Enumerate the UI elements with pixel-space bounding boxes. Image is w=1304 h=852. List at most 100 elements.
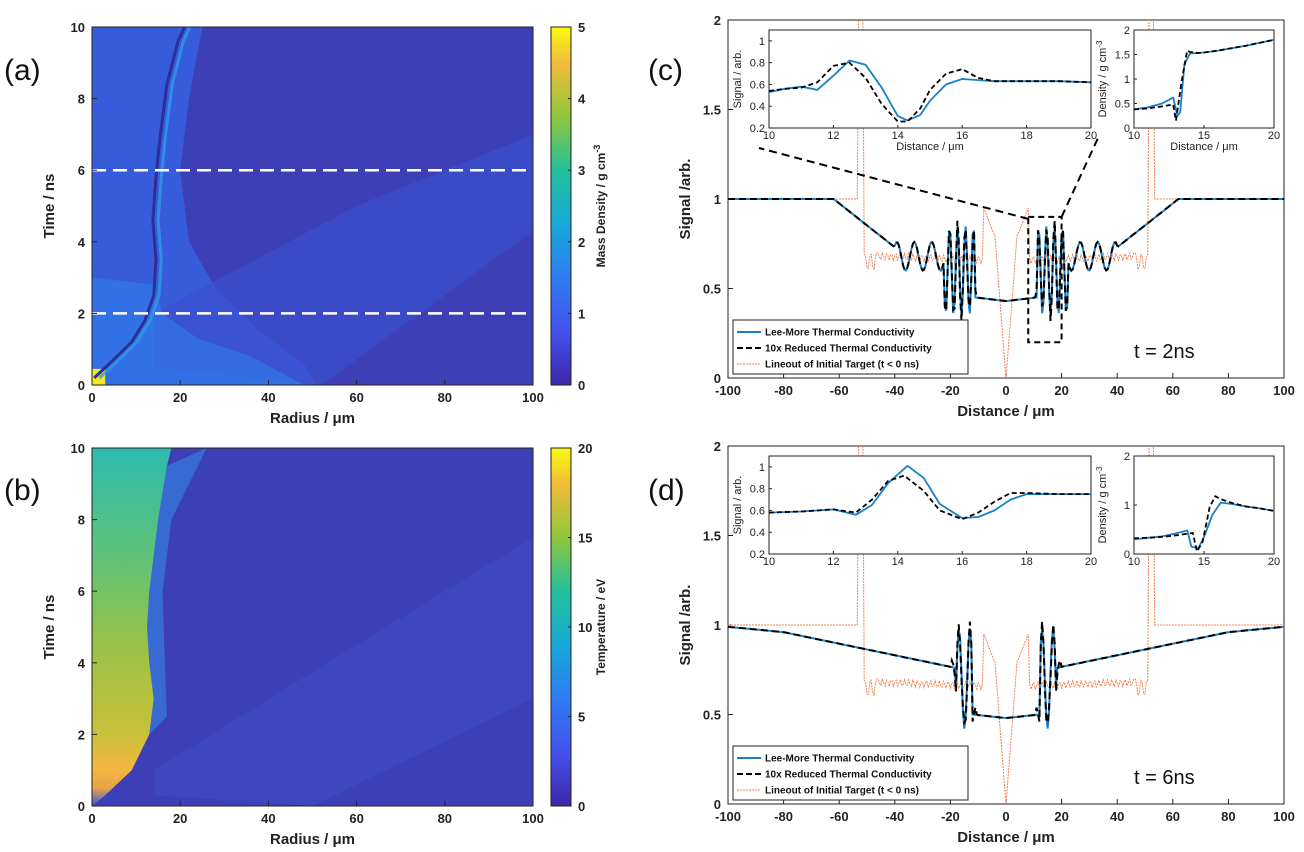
axes-frame bbox=[768, 455, 1092, 555]
y-tick-label: 0.8 bbox=[750, 58, 765, 70]
heatmap-a bbox=[92, 27, 533, 385]
y-tick-label: 1.5 bbox=[703, 103, 721, 118]
x-tick-label: 14 bbox=[892, 130, 904, 142]
y-tick-label: 0.2 bbox=[750, 549, 765, 561]
series-initial-target bbox=[728, 446, 1284, 804]
series-reduced bbox=[728, 621, 1284, 726]
y-axis-label: Signal /arb. bbox=[677, 159, 694, 240]
heatmap-shock-band bbox=[153, 134, 533, 385]
x-tick-label: -60 bbox=[830, 809, 849, 824]
y-tick-label: 0.5 bbox=[1115, 99, 1130, 111]
y-tick-label: 0.4 bbox=[750, 527, 765, 539]
x-tick-label: -40 bbox=[885, 383, 904, 398]
y-tick-label: 4 bbox=[78, 235, 86, 250]
x-tick-label: -40 bbox=[885, 809, 904, 824]
inset-signal: 10 12 14 16 18 20 0.2 0.4 0.6 0.8 1 Signal / arb. bbox=[732, 455, 1097, 568]
y-axis-label: Density / g cm-3 bbox=[1095, 40, 1109, 117]
y-tick-label: 1 bbox=[714, 192, 721, 207]
y-tick-label: 1 bbox=[759, 462, 765, 474]
x-tick-label: 20 bbox=[173, 390, 187, 405]
inset-series-lee-more bbox=[1134, 38, 1274, 117]
x-tick-label: 0 bbox=[1002, 383, 1009, 398]
x-tick-label: 10 bbox=[1128, 556, 1140, 568]
x-tick-label: 0 bbox=[88, 390, 95, 405]
y-tick-label: 6 bbox=[78, 584, 85, 599]
x-tick-label: 16 bbox=[956, 556, 968, 568]
y-tick-label: 0 bbox=[78, 378, 85, 393]
y-tick-label: 0.5 bbox=[703, 708, 721, 723]
x-tick-label: 0 bbox=[88, 811, 95, 826]
y-axis-label: Time / ns bbox=[41, 174, 58, 239]
x-tick-label: 100 bbox=[1273, 383, 1295, 398]
y-tick-label: 10 bbox=[71, 441, 85, 456]
heatmap-shell-front bbox=[93, 27, 186, 379]
x-tick-label: 20 bbox=[1268, 130, 1280, 142]
legend-label: Lineout of Initial Target (t < 0 ns) bbox=[765, 786, 919, 797]
time-annotation: t = 2ns bbox=[1134, 341, 1195, 363]
panel-label: (a) bbox=[4, 54, 41, 87]
y-tick-label: 0.6 bbox=[750, 505, 765, 517]
time-annotation: t = 6ns bbox=[1134, 767, 1195, 789]
x-tick-label: -60 bbox=[830, 383, 849, 398]
inset-density: 10 15 20 0 1 2 Density / g cm-3 bbox=[1095, 451, 1280, 568]
heatmap-thermal-halo bbox=[147, 448, 207, 735]
legend-box bbox=[732, 319, 969, 375]
x-tick-label: 20 bbox=[1054, 383, 1068, 398]
x-tick-label: -100 bbox=[715, 809, 741, 824]
colorbar-tick-label: 0 bbox=[578, 799, 585, 814]
x-axis-label: Distance / μm bbox=[1170, 141, 1237, 153]
colorbar-tick-label: 2 bbox=[578, 235, 585, 250]
inset-signal: 10 12 14 16 18 20 0.2 0.4 0.6 0.8 1 Distance / μm Si… bbox=[732, 29, 1097, 153]
x-tick-label: -20 bbox=[941, 809, 960, 824]
y-axis-label-sup: -3 bbox=[1095, 40, 1104, 48]
x-axis-label: Distance / μm bbox=[957, 403, 1055, 420]
zoom-connector bbox=[1060, 137, 1099, 218]
lines-c bbox=[728, 20, 1284, 378]
x-tick-label: 80 bbox=[1221, 383, 1235, 398]
y-tick-label: 0.2 bbox=[750, 123, 765, 135]
y-axis-label: Signal / arb. bbox=[732, 50, 744, 109]
x-tick-label: -100 bbox=[715, 383, 741, 398]
x-tick-label: -80 bbox=[774, 809, 793, 824]
inset-background bbox=[1134, 30, 1274, 128]
inset-series-reduced bbox=[1134, 495, 1274, 553]
x-tick-label: 18 bbox=[1020, 556, 1032, 568]
colorbar-label-sup: -3 bbox=[592, 145, 602, 153]
y-tick-label: 2 bbox=[1124, 451, 1130, 463]
legend-label: Lee-More Thermal Conductivity bbox=[765, 754, 915, 765]
y-tick-label: 0 bbox=[714, 371, 721, 386]
x-tick-label: -80 bbox=[774, 383, 793, 398]
x-tick-label: 10 bbox=[763, 556, 775, 568]
y-tick-label: 0.4 bbox=[750, 101, 765, 113]
y-tick-label: 2 bbox=[78, 306, 85, 321]
x-tick-label: 15 bbox=[1198, 556, 1210, 568]
axes-frame bbox=[91, 26, 534, 386]
legend-label: 10x Reduced Thermal Conductivity bbox=[765, 344, 932, 355]
x-tick-label: 15 bbox=[1198, 130, 1210, 142]
x-tick-label: 18 bbox=[1020, 130, 1032, 142]
legend-box bbox=[732, 745, 969, 801]
x-tick-label: 60 bbox=[349, 390, 363, 405]
inset-background bbox=[769, 30, 1091, 128]
y-tick-label: 6 bbox=[78, 163, 85, 178]
x-tick-label: 16 bbox=[956, 130, 968, 142]
x-tick-label: 10 bbox=[1128, 130, 1140, 142]
x-tick-label: 20 bbox=[1054, 809, 1068, 824]
y-tick-label: 8 bbox=[78, 92, 85, 107]
y-tick-label: 2 bbox=[714, 439, 721, 454]
series-lee-more bbox=[728, 625, 1284, 729]
x-tick-label: 12 bbox=[827, 556, 839, 568]
colorbar-tick-label: 20 bbox=[578, 441, 592, 456]
x-axis-label: Distance / μm bbox=[957, 829, 1055, 846]
y-tick-label: 2 bbox=[714, 13, 721, 28]
x-tick-label: 20 bbox=[173, 811, 187, 826]
x-axis-label: Radius / μm bbox=[270, 831, 355, 848]
x-tick-label: 60 bbox=[349, 811, 363, 826]
inset-density: 10 15 20 0 0.5 1 1.5 2 Distance / μm Density / g … bbox=[1095, 25, 1280, 153]
colorbar-tick-label: 0 bbox=[578, 378, 585, 393]
colorbar-tick-label: 3 bbox=[578, 163, 585, 178]
y-tick-label: 0 bbox=[714, 797, 721, 812]
y-tick-label: 0 bbox=[1124, 123, 1130, 135]
y-tick-label: 1 bbox=[1124, 500, 1130, 512]
